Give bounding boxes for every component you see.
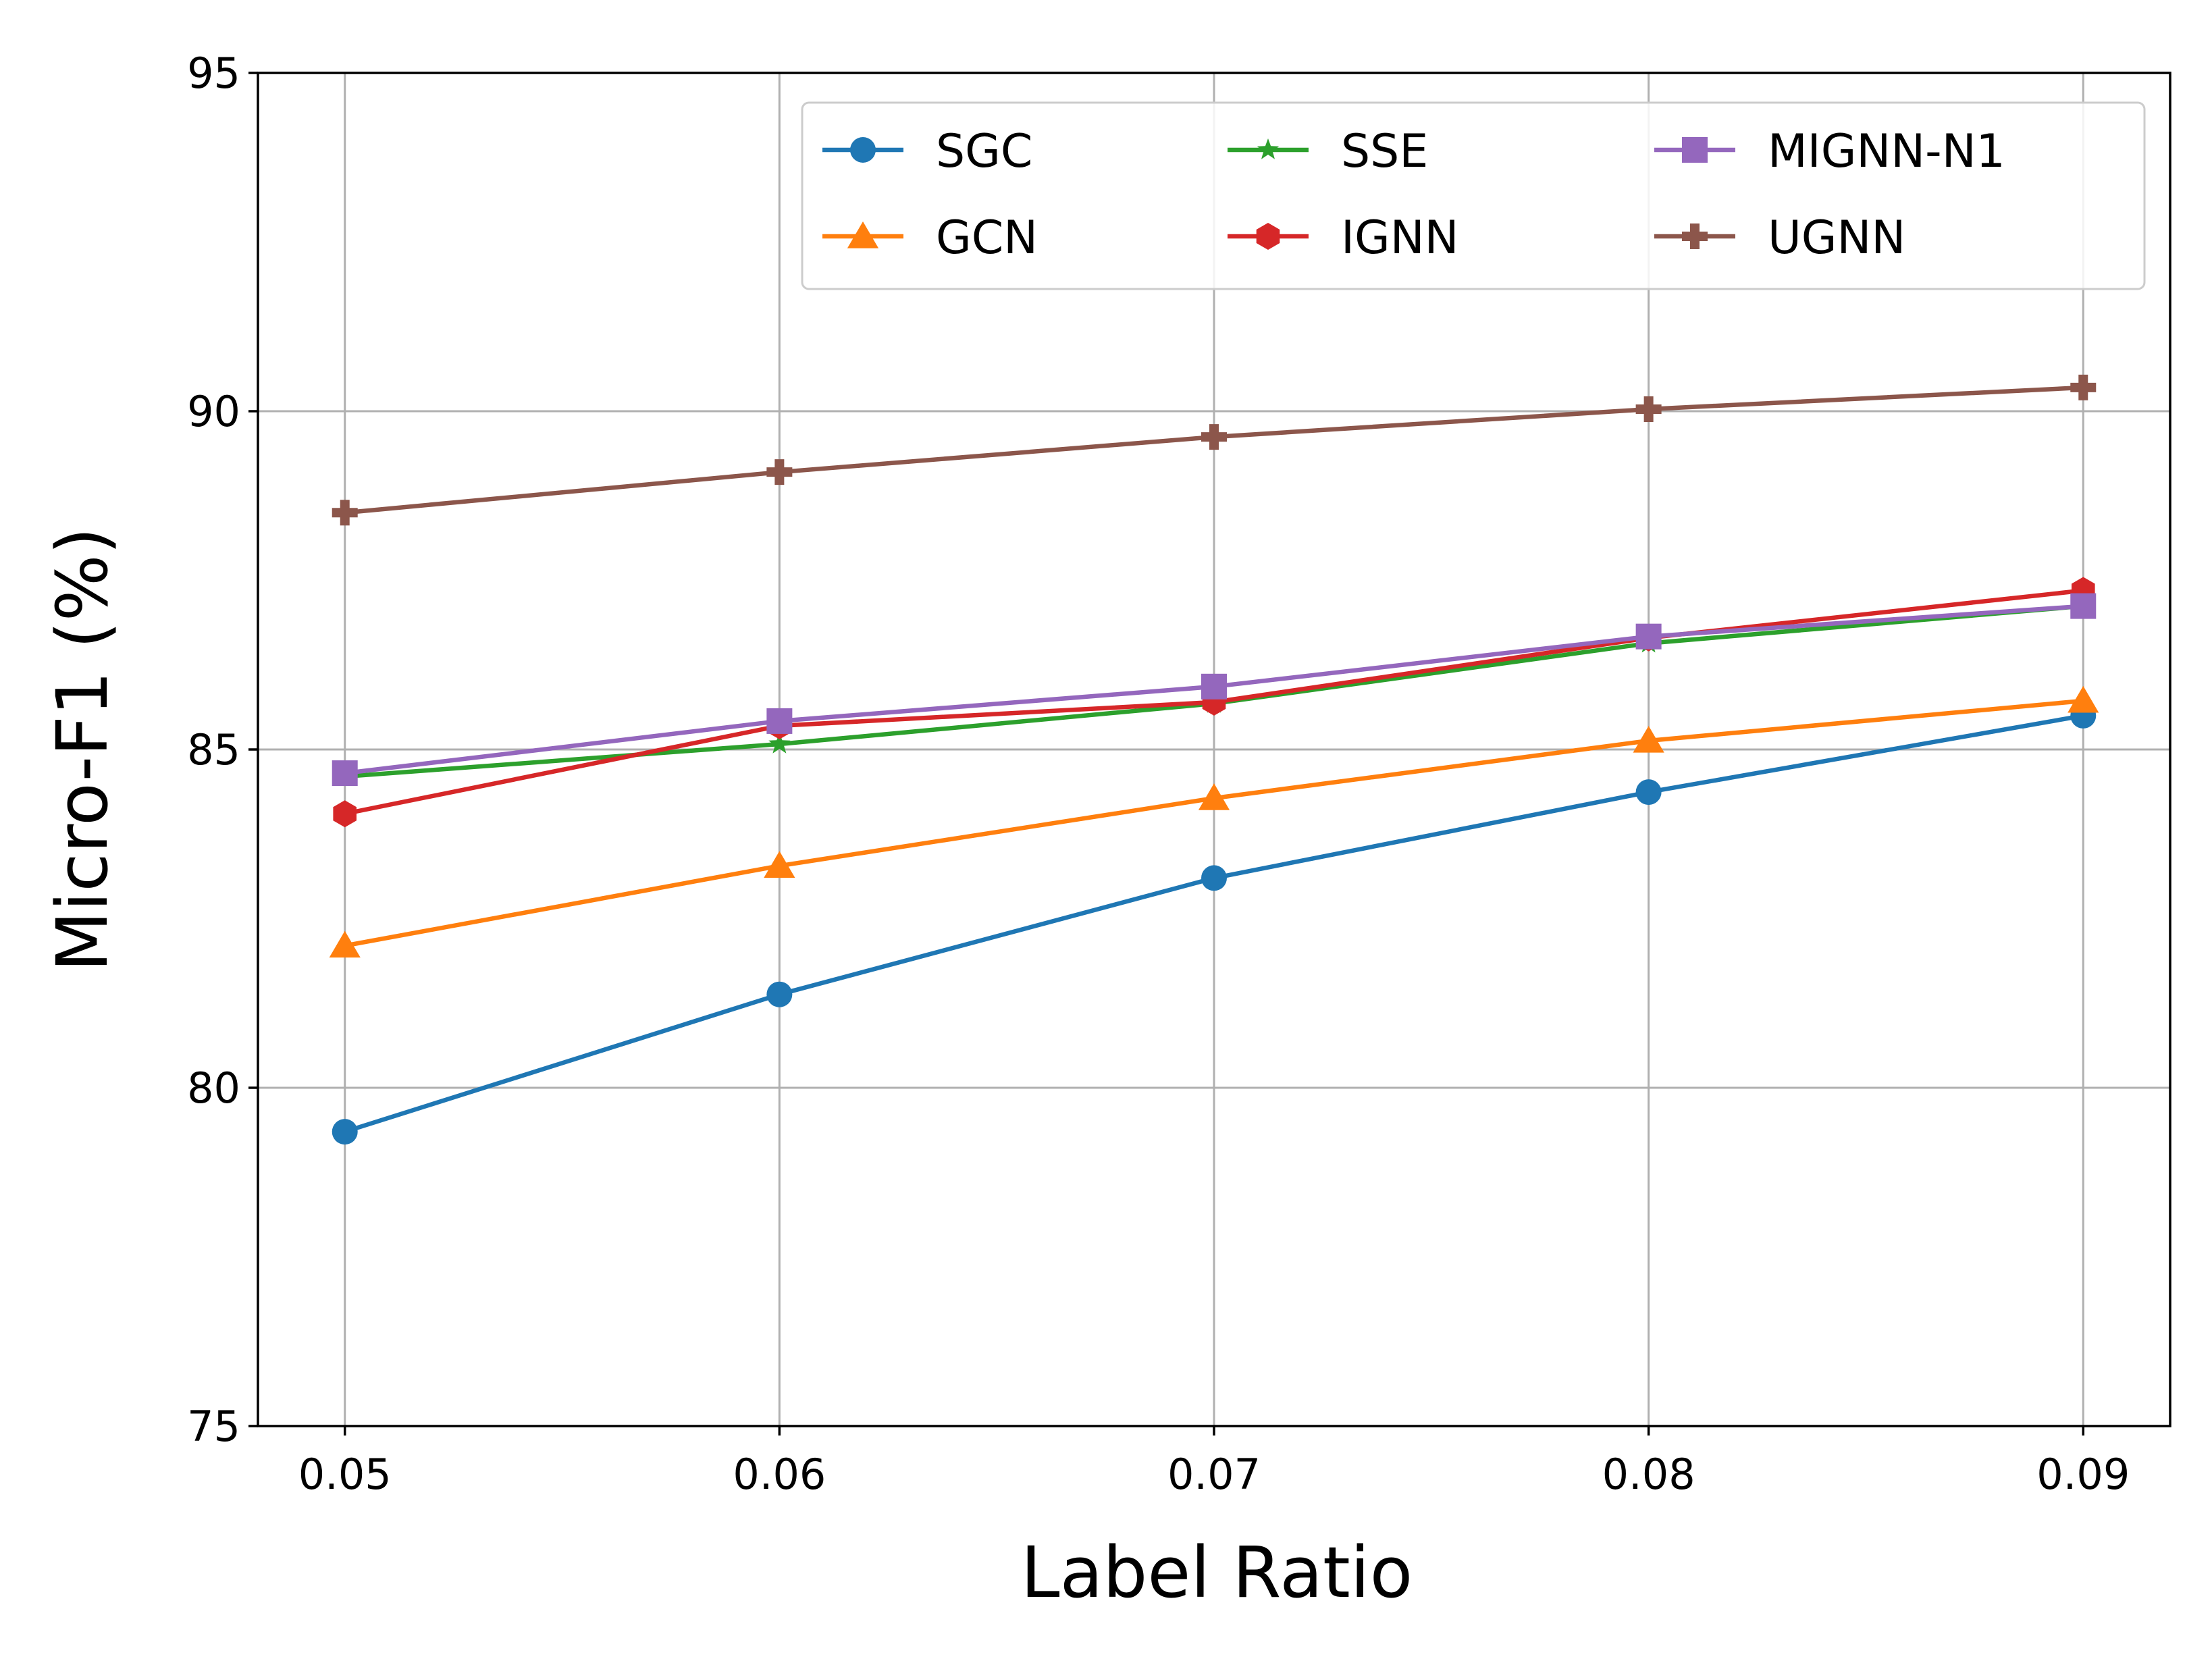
- data-point-triangle: [329, 930, 361, 958]
- legend-item-ugnn: UGNN: [1654, 211, 1905, 265]
- legend-marker-hexagon: [1256, 223, 1280, 250]
- data-point-triangle: [1633, 725, 1664, 753]
- data-point-square: [1635, 623, 1662, 650]
- data-point-circle: [332, 1119, 358, 1145]
- series-gcn: [329, 685, 2099, 958]
- legend-item-ignn: IGNN: [1228, 211, 1458, 265]
- series-group: [329, 374, 2099, 1145]
- series-mignn-n1: [332, 593, 2097, 787]
- legend-item-sse: SSE: [1228, 125, 1428, 178]
- y-axis-title: Micro-F1 (%): [41, 527, 124, 972]
- x-tick-label: 0.08: [1602, 1450, 1695, 1499]
- legend-marker-circle: [850, 137, 876, 163]
- data-point-hexagon: [333, 800, 357, 828]
- data-point-triangle: [764, 851, 795, 878]
- legend-label: GCN: [936, 211, 1038, 265]
- x-tick-label: 0.06: [733, 1450, 826, 1499]
- data-point-square: [332, 760, 358, 787]
- legend-item-sgc: SGC: [822, 125, 1032, 178]
- x-tick-label: 0.05: [298, 1450, 392, 1499]
- legend-marker-triangle: [847, 221, 879, 248]
- legend-label: SSE: [1341, 125, 1428, 178]
- data-point-triangle: [2068, 685, 2099, 713]
- data-point-plus: [332, 500, 358, 526]
- legend-item-gcn: GCN: [822, 211, 1038, 265]
- data-point-plus: [1201, 424, 1227, 450]
- ticks: 0.05 0.06 0.07 0.08 0.09 75 80 85 90 95: [187, 49, 2130, 1499]
- data-point-plus: [1635, 396, 1662, 422]
- legend-label: MIGNN-N1: [1768, 125, 2005, 178]
- x-axis-title: Label Ratio: [1021, 1531, 1413, 1614]
- data-point-plus: [2070, 374, 2097, 400]
- data-point-square: [2070, 593, 2097, 619]
- legend-label: UGNN: [1768, 211, 1905, 265]
- series-ugnn: [332, 374, 2097, 526]
- legend-marker-square: [1682, 137, 1708, 163]
- y-tick-label: 75: [187, 1402, 240, 1451]
- x-tick-label: 0.07: [1167, 1450, 1261, 1499]
- data-point-circle: [766, 981, 793, 1007]
- data-point-circle: [1201, 865, 1227, 891]
- x-tick-label: 0.09: [2036, 1450, 2130, 1499]
- y-tick-label: 85: [187, 725, 240, 774]
- legend: SGC GCN SSE IGNN MIGNN-N1 UGNN: [801, 101, 2146, 290]
- legend-box: [801, 101, 2146, 290]
- y-tick-label: 80: [187, 1063, 240, 1113]
- data-point-circle: [1635, 779, 1662, 806]
- legend-label: SGC: [936, 125, 1032, 178]
- y-tick-label: 90: [187, 387, 240, 436]
- legend-marker-star: [1257, 138, 1280, 159]
- y-tick-label: 95: [187, 49, 240, 98]
- data-point-triangle: [1198, 783, 1230, 810]
- legend-label: IGNN: [1341, 211, 1458, 265]
- legend-marker-plus: [1682, 223, 1708, 249]
- data-point-square: [766, 708, 793, 734]
- data-point-star: [768, 733, 791, 754]
- legend-item-mignn-n1: MIGNN-N1: [1654, 125, 2005, 178]
- data-point-square: [1201, 673, 1227, 700]
- data-point-plus: [766, 459, 793, 485]
